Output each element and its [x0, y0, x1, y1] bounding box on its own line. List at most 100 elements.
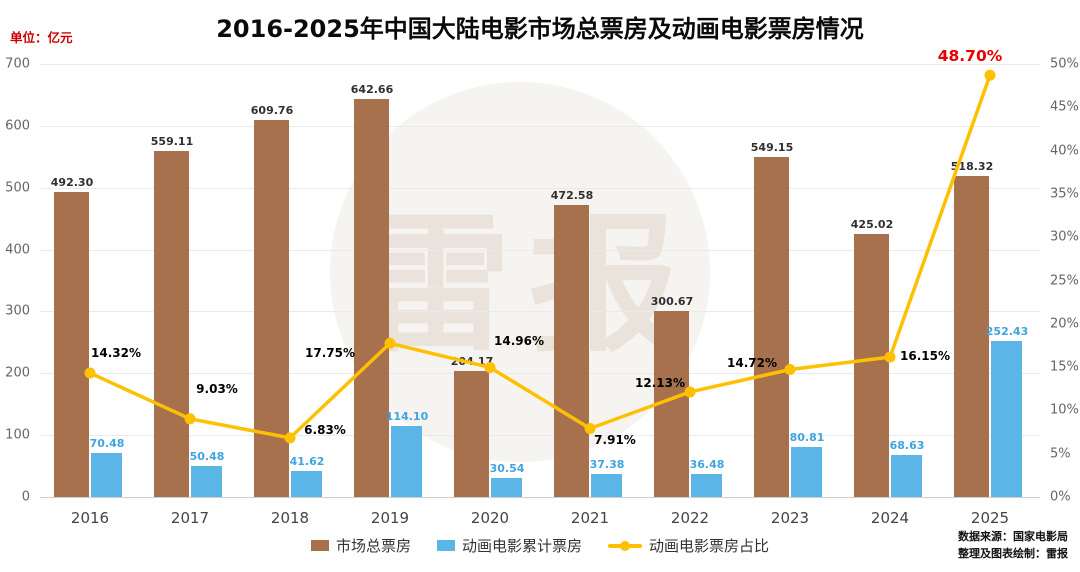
legend-item: 动画电影票房占比 [608, 535, 769, 556]
bar-total [54, 192, 89, 497]
bar-value-label-animation: 41.62 [289, 455, 325, 469]
bar-value-label-total: 549.15 [750, 141, 794, 155]
gridline [40, 249, 1040, 251]
bar-value-label-animation: 68.63 [889, 438, 925, 452]
bar-animation [591, 473, 622, 497]
bar-total [954, 176, 989, 497]
bar-value-label-animation: 50.48 [189, 449, 225, 463]
y-axis-label-right: 20% [1050, 316, 1079, 332]
x-axis-label: 2017 [170, 509, 210, 527]
percent-label: 7.91% [594, 433, 636, 448]
legend-item: 市场总票房 [310, 535, 411, 556]
y-axis-label-left: 0 [21, 489, 30, 505]
percent-label: 9.03% [196, 381, 238, 396]
x-axis-label: 2021 [570, 509, 610, 527]
bar-value-label-total: 559.11 [150, 135, 194, 149]
bar-animation [891, 454, 922, 497]
x-axis-label: 2024 [870, 509, 910, 527]
legend-line-dot [620, 540, 630, 551]
bar-value-label-animation: 37.38 [589, 457, 625, 471]
data-point [284, 432, 296, 444]
bar-total [554, 204, 589, 497]
y-axis-label-right: 45% [1050, 99, 1079, 115]
y-axis-label-right: 15% [1050, 359, 1079, 375]
data-point [884, 351, 896, 363]
bar-animation [191, 465, 222, 497]
bar-value-label-animation: 80.81 [789, 431, 825, 444]
bar-animation [391, 426, 422, 497]
bar-value-label-animation: 30.54 [489, 462, 525, 476]
percent-label: 14.96% [494, 334, 544, 349]
gridline [40, 435, 1040, 437]
percent-label: 16.15% [900, 349, 950, 364]
x-axis-label: 2016 [70, 509, 110, 527]
data-source-line2: 整理及图表绘制：雷报 [958, 546, 1068, 560]
y-axis-label-left: 200 [5, 365, 30, 381]
legend-swatch [436, 540, 455, 551]
data-point [84, 367, 96, 379]
data-point [384, 337, 396, 349]
legend-swatch [608, 540, 642, 551]
data-point [184, 413, 196, 425]
x-axis-label: 2023 [770, 509, 810, 527]
bar-animation [791, 447, 822, 497]
unit-label: 单位：亿元 [10, 30, 73, 45]
trend-polyline [88, 73, 992, 440]
legend-swatch [310, 540, 329, 551]
y-axis-label-left: 100 [5, 427, 30, 443]
y-axis-label-right: 30% [1050, 229, 1079, 245]
data-point [684, 386, 696, 398]
bar-total [754, 157, 789, 497]
percent-label: 6.83% [304, 422, 346, 437]
watermark: 雷报 [330, 82, 710, 462]
legend-label: 动画电影累计票房 [461, 537, 582, 555]
legend-label: 市场总票房 [335, 537, 411, 555]
legend-item: 动画电影累计票房 [436, 535, 582, 556]
bar-animation [291, 471, 322, 497]
bar-value-label-total: 300.67 [650, 295, 694, 308]
y-axis-label-left: 500 [5, 180, 30, 196]
bar-value-label-animation: 114.10 [385, 410, 429, 424]
bar-value-label-animation: 252.43 [985, 324, 1029, 338]
percent-label: 17.75% [305, 346, 355, 361]
gridline [40, 187, 1040, 189]
watermark-text: 雷报 [360, 198, 697, 373]
y-axis-label-right: 10% [1050, 402, 1079, 418]
data-point [484, 361, 496, 373]
bar-value-label-total: 642.66 [350, 83, 394, 97]
legend-label: 动画电影票房占比 [649, 537, 770, 555]
bar-value-label-total: 425.02 [850, 218, 894, 232]
legend: 市场总票房 动画电影累计票房 动画电影票房占比 [0, 535, 1080, 556]
data-point [784, 364, 796, 376]
y-axis-label-right: 5% [1050, 446, 1071, 462]
y-axis-label-left: 400 [5, 242, 30, 258]
y-axis-label-right: 25% [1050, 273, 1079, 288]
chart-title: 2016-2025年中国大陆电影市场总票房及动画电影票房情况 [216, 15, 864, 43]
y-axis-label-left: 300 [5, 303, 30, 319]
y-axis-label-left: 600 [5, 118, 30, 134]
y-axis-label-right: 0% [1050, 489, 1071, 505]
data-point [584, 422, 596, 434]
bar-animation [691, 474, 722, 497]
bar-value-label-animation: 70.48 [89, 437, 125, 451]
x-axis-label: 2020 [470, 509, 510, 527]
y-axis-label-right: 50% [1050, 56, 1079, 72]
y-axis-label-left: 700 [5, 56, 30, 72]
percent-label: 14.32% [91, 345, 141, 360]
y-axis-label-right: 40% [1050, 143, 1079, 159]
gridline [40, 64, 1040, 65]
bar-value-label-total: 609.76 [250, 103, 294, 117]
bar-total [154, 151, 189, 497]
bar-animation [91, 453, 122, 497]
bar-value-label-animation: 36.48 [689, 458, 725, 472]
bar-value-label-total: 472.58 [550, 188, 594, 202]
bar-value-label-total: 492.30 [50, 176, 94, 190]
bar-value-label-total: 518.32 [950, 160, 994, 174]
x-axis-label: 2022 [670, 509, 710, 527]
x-axis-label: 2019 [370, 509, 410, 527]
gridline [40, 125, 1040, 127]
gridline [40, 373, 1040, 375]
data-source-line1: 数据来源：国家电影局 [958, 530, 1068, 543]
bar-total [454, 370, 489, 497]
